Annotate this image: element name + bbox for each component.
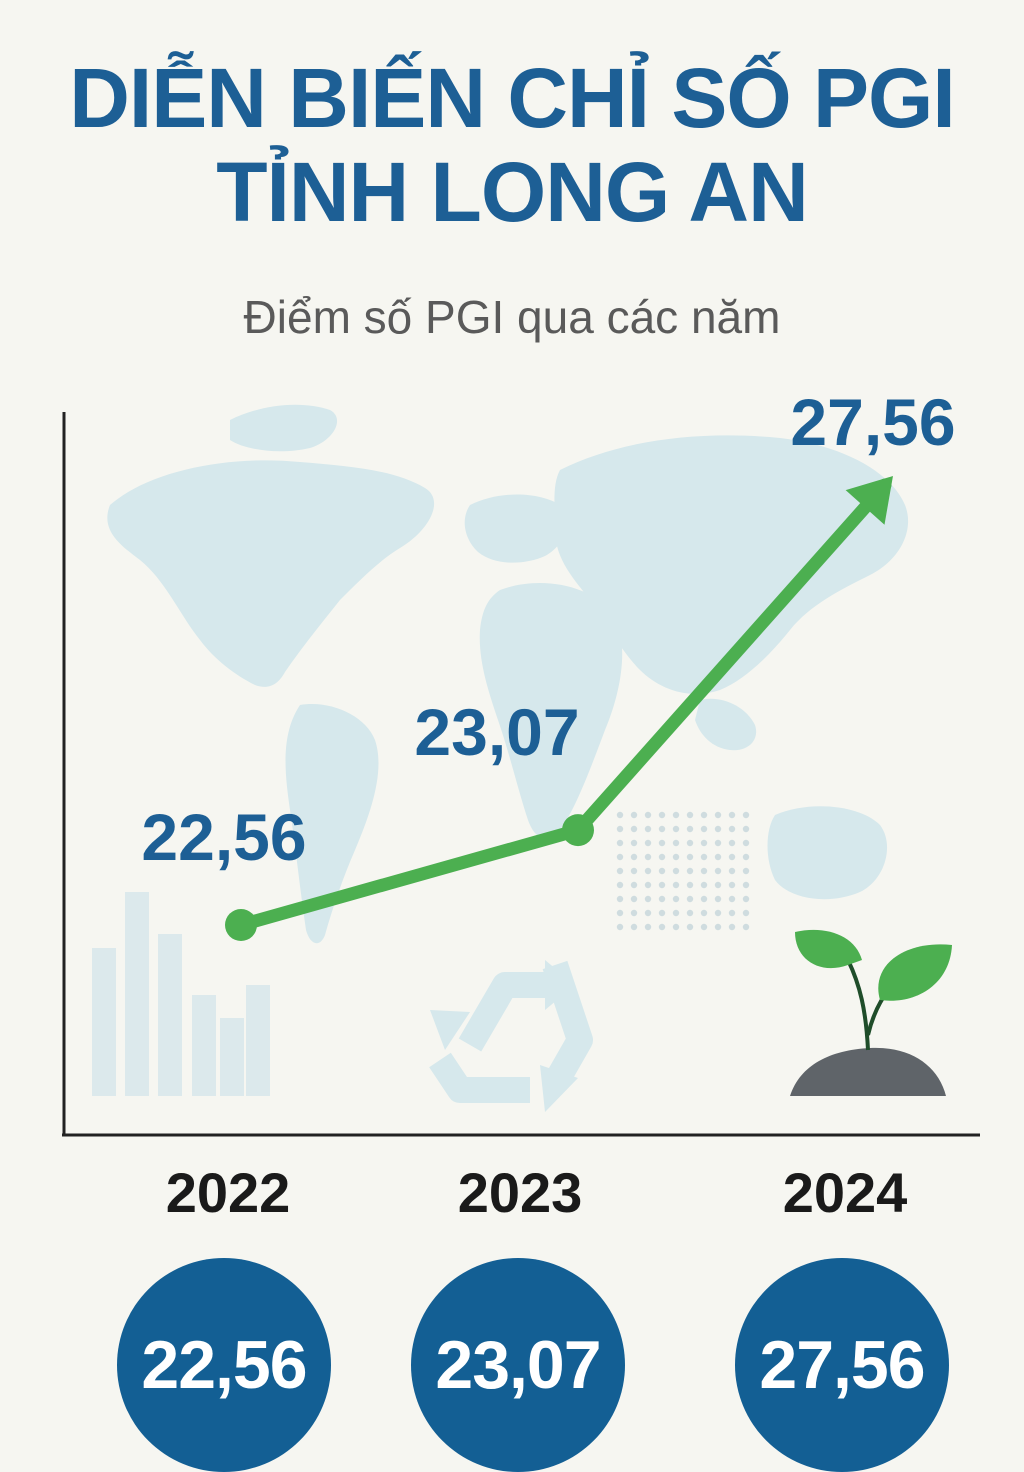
x-tick-label: 2023 — [457, 1161, 583, 1224]
data-point-2023 — [562, 814, 594, 847]
arrow-head-icon — [845, 476, 893, 525]
seedling-icon — [790, 929, 952, 1096]
recycle-icon — [429, 960, 593, 1112]
data-label-2022: 22,56 — [141, 800, 306, 874]
x-tick-label: 2022 — [165, 1161, 291, 1224]
value-badge-2024: 27,56 — [735, 1258, 949, 1472]
data-label-2023: 23,07 — [414, 695, 579, 769]
page-title-line-1: DIỄN BIẾN CHỈ SỐ PGI — [69, 51, 955, 145]
value-badge-2023: 23,07 — [411, 1258, 625, 1472]
value-badge-2022: 22,56 — [117, 1258, 331, 1472]
data-point-2022 — [225, 909, 257, 941]
page-title-line-2: TỈNH LONG AN — [216, 145, 809, 239]
bar-chart-icon — [92, 892, 270, 1096]
x-tick-label: 2024 — [782, 1161, 908, 1224]
data-label-2024: 27,56 — [790, 385, 955, 459]
dot-pattern-decoration — [616, 811, 750, 931]
page-subtitle: Điểm số PGI qua các năm — [243, 291, 781, 343]
world-map-icon — [107, 404, 909, 944]
